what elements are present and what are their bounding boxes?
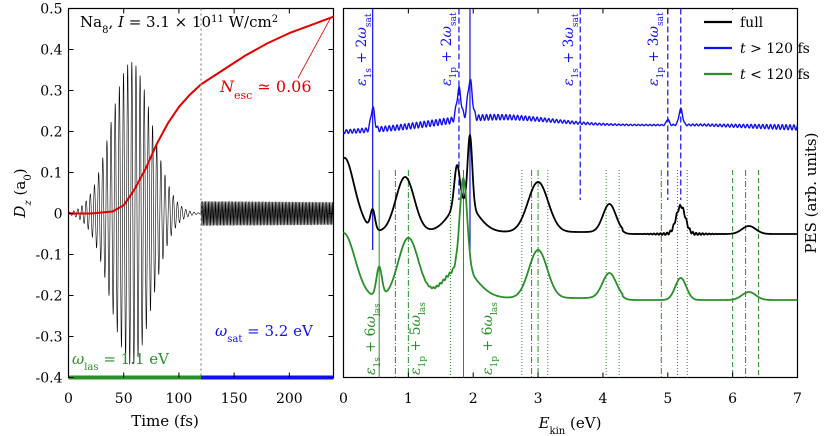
dipole-series-line	[68, 61, 334, 365]
left-ylabel: Dz (a0)	[11, 168, 34, 218]
right-ylabel: PES (arb. units)	[802, 133, 820, 254]
legend: full t > 120 fs t < 120 fs	[702, 10, 810, 84]
legend-label-after: t > 120 fs	[740, 41, 810, 57]
right-plot	[342, 8, 799, 378]
left-ytick-label: -0.4	[36, 371, 63, 387]
spectrum-before-line	[343, 177, 798, 301]
right-xtick-label: 3	[534, 391, 543, 407]
left-ytick-label: 0	[54, 207, 63, 223]
label-e1s-3wsat: ε1s + 3ωsat	[561, 13, 581, 86]
omega-sat-label: ωsat = 3.2 eV	[215, 322, 314, 345]
left-xtick-label: 0	[64, 391, 73, 407]
right-xtick-label: 2	[469, 391, 478, 407]
right-xtick-label: 1	[404, 391, 413, 407]
left-xlabel: Time (fs)	[131, 412, 199, 430]
left-ytick-label: 0.3	[40, 84, 62, 100]
left-axes: 0 50 100 150 200 0.5 0.4 0.3 0.2 0.1 0 -0.1 -0.2 -0.3…	[36, 2, 334, 407]
left-plot	[68, 8, 334, 380]
n-esc-arrow	[297, 16, 332, 79]
right-xtick-label: 0	[339, 391, 348, 407]
left-ytick-label: 0.4	[40, 43, 62, 59]
label-e1p-3wsat: ε1p + 3ωsat	[646, 12, 666, 86]
omega-las-label: ωlas = 1.1 eV	[72, 350, 170, 373]
right-xtick-label: 5	[663, 391, 672, 407]
left-title: Na8, I = 3.1 × 1011 W/cm2	[80, 13, 278, 36]
spectrum-full-line	[343, 133, 798, 236]
right-axes: 0 1 2 3 4 5 6 7	[339, 8, 802, 407]
right-xtick-label: 7	[793, 391, 802, 407]
left-ytick-label: -0.3	[36, 330, 63, 346]
left-xtick-label: 150	[221, 391, 248, 407]
label-e1s-2wsat: ε1s + 2ωsat	[354, 13, 374, 86]
left-ytick-label: -0.2	[36, 289, 63, 305]
right-xtick-label: 4	[598, 391, 607, 407]
right-xtick-label: 6	[728, 391, 737, 407]
left-ytick-label: 0.5	[40, 2, 62, 18]
label-e1p-6wlas: ε1p + 6ωlas	[480, 302, 500, 375]
n-esc-series-line	[68, 15, 334, 215]
spectrum-after-line	[342, 78, 799, 135]
left-ytick-label: -0.1	[36, 248, 63, 264]
label-e1p-5wlas: ε1p + 5ωlas	[408, 302, 428, 375]
left-xtick-label: 200	[276, 391, 303, 407]
right-xlabel: Ekin (eV)	[538, 414, 602, 436]
label-e1p-2wsat: ε1p + 2ωsat	[439, 12, 459, 86]
left-xtick-label: 100	[166, 391, 193, 407]
legend-label-before: t < 120 fs	[740, 67, 810, 83]
label-e1s-6wlas: ε1s + 6ωlas	[363, 303, 383, 375]
legend-label-full: full	[740, 15, 764, 31]
right-panel-frame	[342, 7, 799, 379]
left-ytick-label: 0.1	[40, 166, 62, 182]
left-xtick-label: 50	[115, 391, 133, 407]
left-ytick-label: 0.2	[40, 125, 62, 141]
n-esc-annotation: Nesc ≃ 0.06	[219, 77, 312, 102]
